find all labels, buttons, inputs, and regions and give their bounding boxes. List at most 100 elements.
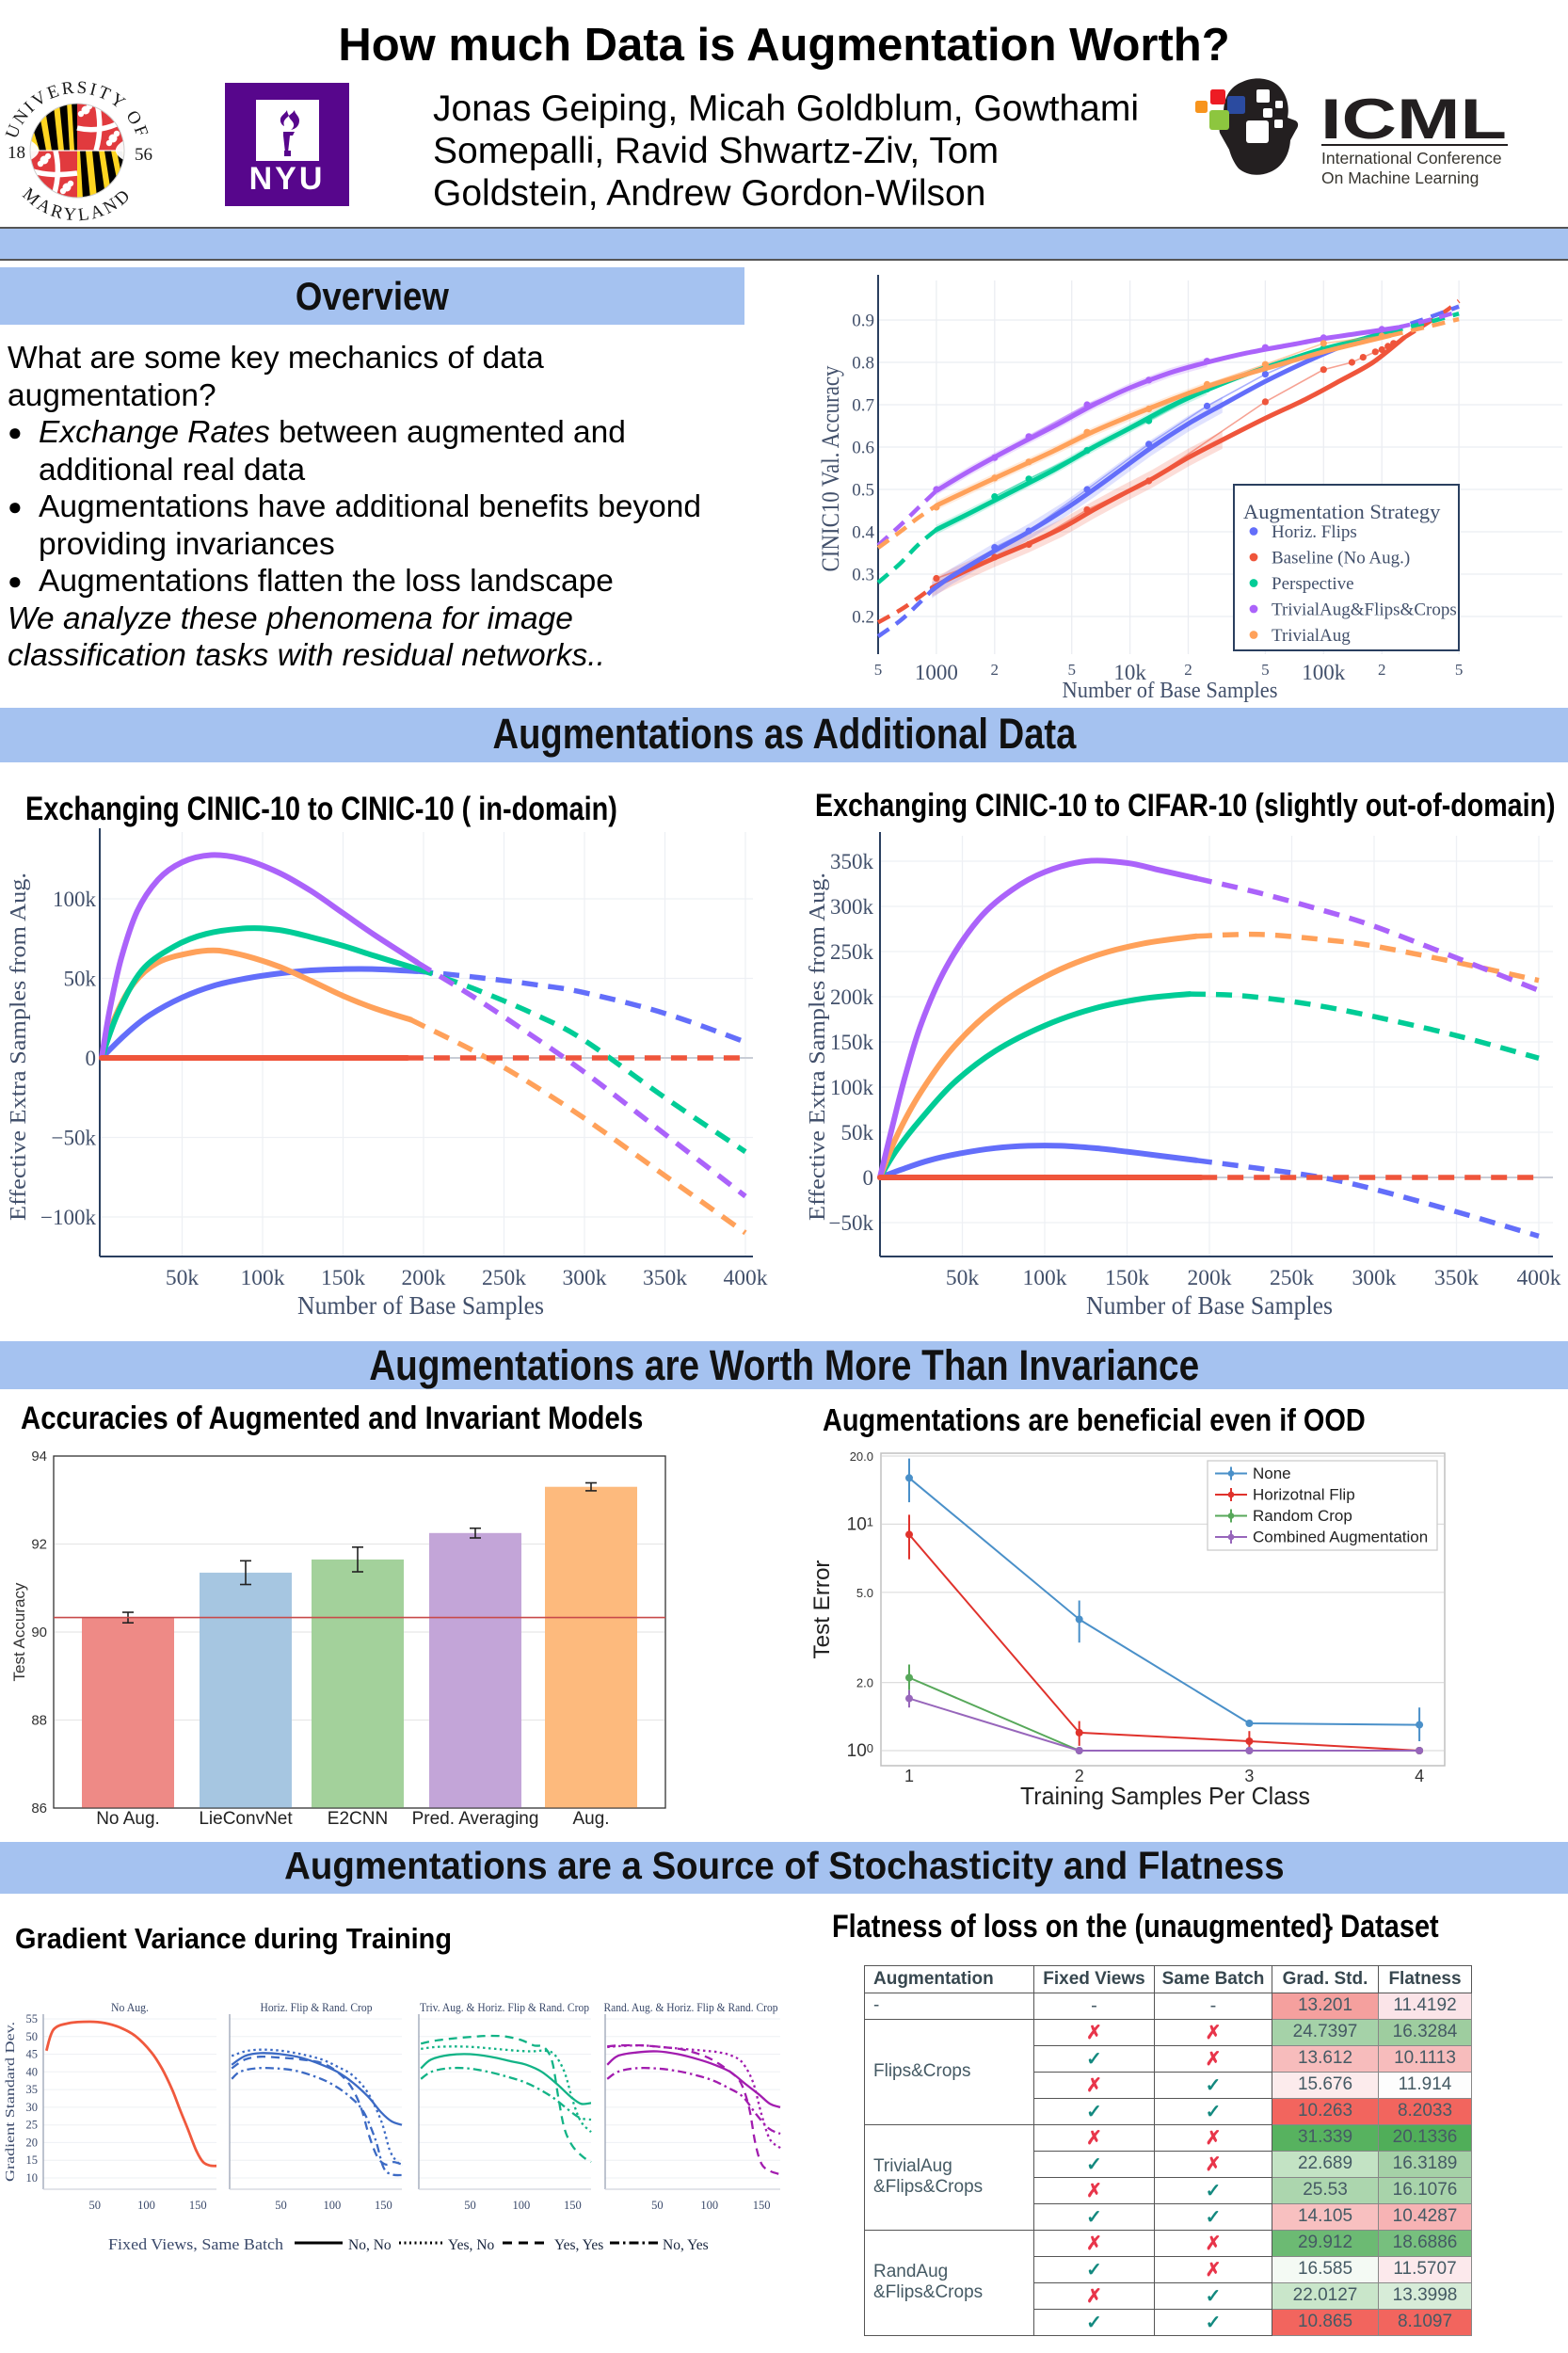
svg-text:10k: 10k	[1113, 661, 1146, 684]
svg-text:0.9: 0.9	[852, 312, 874, 331]
svg-text:400k: 400k	[1517, 1266, 1561, 1290]
svg-text:−50k: −50k	[829, 1211, 874, 1235]
svg-text:5: 5	[1067, 661, 1076, 679]
svg-text:Test Error: Test Error	[809, 1560, 835, 1658]
svg-text:45: 45	[26, 2048, 39, 2061]
svg-text:Horiz. Flips: Horiz. Flips	[1272, 522, 1357, 542]
svg-text:35: 35	[26, 2083, 39, 2096]
svg-text:Horizotnal Flip: Horizotnal Flip	[1253, 1486, 1355, 1504]
svg-text:Gradient Standard Dev.: Gradient Standard Dev.	[3, 2022, 17, 2182]
svg-text:No Aug.: No Aug.	[96, 1809, 160, 1829]
svg-text:0.4: 0.4	[852, 523, 874, 543]
svg-text:150: 150	[564, 2199, 582, 2212]
svg-text:5.0: 5.0	[856, 1586, 873, 1600]
svg-text:150k: 150k	[830, 1031, 874, 1054]
svg-text:Rand. Aug. & Horiz. Flip & Ran: Rand. Aug. & Horiz. Flip & Rand. Crop	[604, 2000, 778, 2014]
svg-text:100k: 100k	[1302, 661, 1346, 684]
svg-text:200k: 200k	[830, 985, 874, 1009]
svg-text:0.8: 0.8	[852, 354, 874, 374]
svg-text:Random Crop: Random Crop	[1253, 1507, 1352, 1525]
svg-text:101: 101	[847, 1514, 873, 1534]
svg-text:20: 20	[26, 2136, 39, 2149]
svg-text:1000: 1000	[915, 661, 958, 684]
svg-text:−50k: −50k	[52, 1127, 97, 1150]
svg-text:400k: 400k	[724, 1266, 768, 1290]
svg-text:Fixed Views, Same Batch: Fixed Views, Same Batch	[108, 2235, 284, 2253]
svg-text:300k: 300k	[1352, 1266, 1397, 1290]
svg-text:150: 150	[375, 2199, 392, 2212]
svg-text:0.6: 0.6	[852, 439, 874, 458]
svg-text:150: 150	[189, 2199, 207, 2212]
svg-text:40: 40	[26, 2065, 39, 2078]
svg-text:100k: 100k	[830, 1076, 874, 1099]
svg-text:TrivialAug&Flips&Crops: TrivialAug&Flips&Crops	[1272, 600, 1457, 620]
svg-text:Horiz. Flip & Rand. Crop: Horiz. Flip & Rand. Crop	[261, 2000, 373, 2014]
svg-text:−100k: −100k	[40, 1206, 96, 1229]
svg-text:NYU: NYU	[249, 161, 326, 197]
svg-text:200k: 200k	[1188, 1266, 1232, 1290]
svg-text:90: 90	[31, 1625, 47, 1641]
svg-text:50: 50	[89, 2199, 102, 2212]
svg-text:ICML: ICML	[1320, 88, 1507, 151]
svg-text:100: 100	[137, 2199, 155, 2212]
svg-text:18: 18	[8, 143, 25, 163]
svg-text:150k: 150k	[321, 1266, 365, 1290]
svg-text:4: 4	[1415, 1767, 1424, 1785]
svg-text:2: 2	[1184, 661, 1192, 679]
svg-text:100k: 100k	[53, 888, 97, 911]
svg-text:0: 0	[86, 1047, 97, 1070]
svg-text:No, Yes: No, Yes	[663, 2237, 709, 2253]
svg-text:Augmentation Strategy: Augmentation Strategy	[1243, 500, 1441, 523]
svg-text:5: 5	[1261, 661, 1270, 679]
svg-text:2: 2	[1075, 1767, 1084, 1785]
svg-text:Yes, No: Yes, No	[448, 2237, 494, 2253]
svg-text:250k: 250k	[482, 1266, 526, 1290]
svg-text:None: None	[1253, 1465, 1291, 1482]
svg-text:On Machine Learning: On Machine Learning	[1321, 168, 1479, 187]
svg-text:TrivialAug: TrivialAug	[1272, 626, 1351, 646]
svg-text:25: 25	[26, 2119, 39, 2132]
svg-text:Number of Base Samples: Number of Base Samples	[297, 1290, 544, 1320]
svg-text:300k: 300k	[830, 895, 874, 919]
svg-text:300k: 300k	[563, 1266, 607, 1290]
svg-text:100k: 100k	[241, 1266, 285, 1290]
svg-text:Number of Base Samples: Number of Base Samples	[1086, 1290, 1333, 1320]
svg-text:50k: 50k	[946, 1266, 980, 1290]
svg-text:86: 86	[31, 1801, 47, 1817]
svg-text:5: 5	[874, 661, 883, 679]
svg-text:100k: 100k	[1023, 1266, 1067, 1290]
svg-text:100: 100	[700, 2199, 718, 2212]
svg-text:50k: 50k	[64, 968, 97, 991]
svg-text:0: 0	[863, 1166, 874, 1190]
svg-text:E2CNN: E2CNN	[328, 1809, 388, 1829]
svg-text:LieConvNet: LieConvNet	[199, 1809, 293, 1829]
svg-text:350k: 350k	[643, 1266, 687, 1290]
svg-text:50: 50	[26, 2030, 39, 2043]
svg-text:150: 150	[753, 2199, 771, 2212]
svg-text:2.0: 2.0	[856, 1676, 873, 1690]
svg-text:92: 92	[31, 1537, 47, 1553]
svg-text:10: 10	[26, 2171, 39, 2185]
svg-text:30: 30	[26, 2101, 39, 2114]
svg-text:94: 94	[31, 1449, 47, 1465]
svg-text:20.0: 20.0	[850, 1449, 873, 1464]
svg-text:15: 15	[26, 2153, 39, 2167]
svg-text:Number of Base Samples: Number of Base Samples	[1063, 679, 1278, 703]
svg-text:5: 5	[1455, 661, 1464, 679]
svg-text:50: 50	[275, 2199, 287, 2212]
svg-text:56: 56	[135, 145, 152, 165]
svg-text:CINIC10 Val. Accuracy: CINIC10 Val. Accuracy	[817, 366, 844, 572]
svg-text:Baseline (No Aug.): Baseline (No Aug.)	[1272, 549, 1410, 568]
svg-text:100: 100	[847, 1741, 873, 1761]
svg-text:Effective Extra Samples from A: Effective Extra Samples from Aug.	[6, 872, 31, 1221]
svg-text:250k: 250k	[830, 940, 874, 964]
svg-text:350k: 350k	[1434, 1266, 1479, 1290]
svg-text:100: 100	[513, 2199, 531, 2212]
svg-text:Effective Extra Samples from A: Effective Extra Samples from Aug.	[805, 872, 830, 1221]
svg-text:100: 100	[324, 2199, 342, 2212]
svg-text:No, No: No, No	[348, 2237, 392, 2253]
svg-text:200k: 200k	[402, 1266, 446, 1290]
svg-text:No Aug.: No Aug.	[111, 2000, 149, 2014]
svg-text:2: 2	[991, 661, 1000, 679]
svg-text:0.5: 0.5	[852, 481, 874, 501]
